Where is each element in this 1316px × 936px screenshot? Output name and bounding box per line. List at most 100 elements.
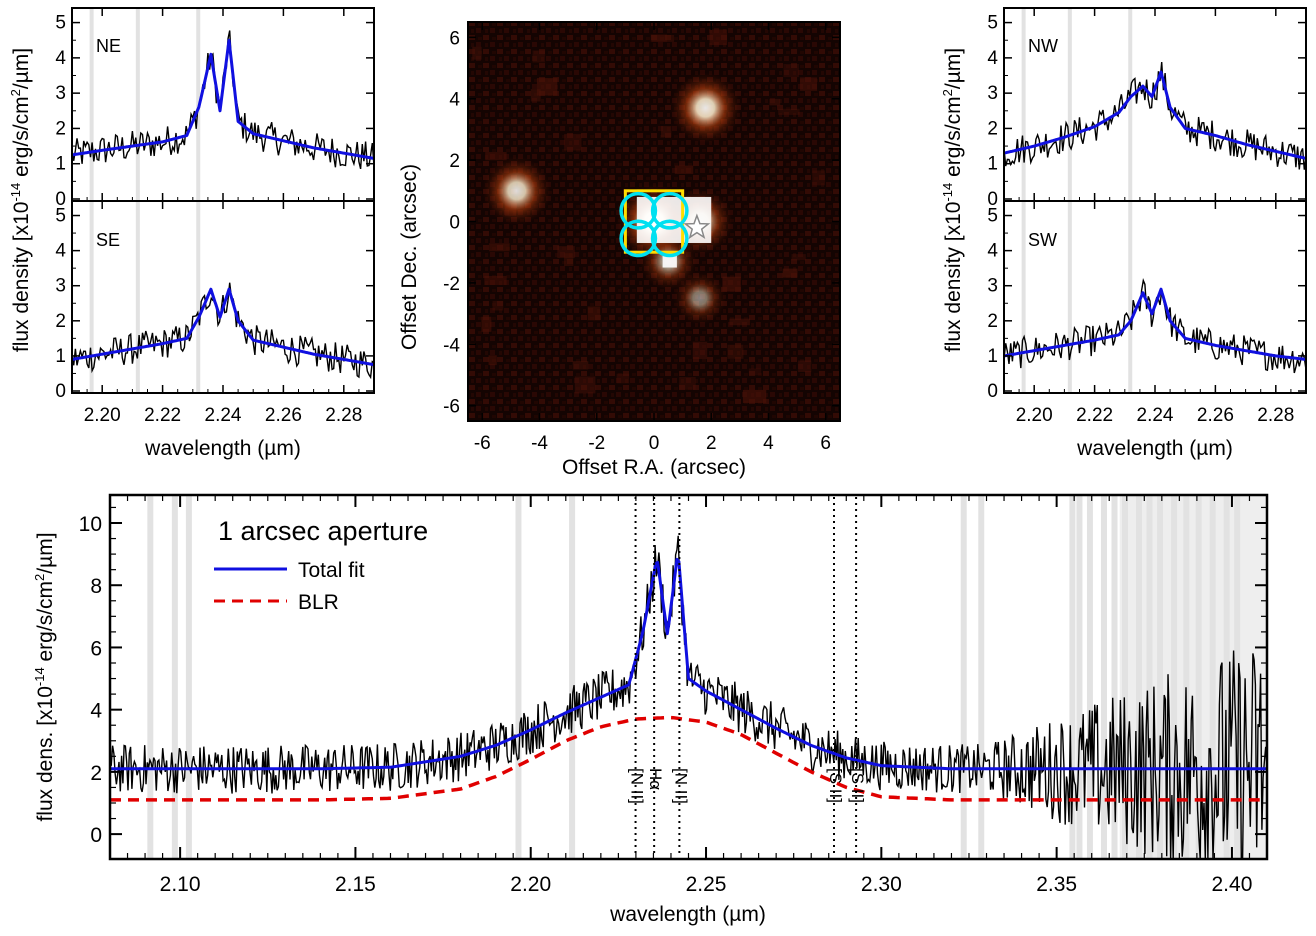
image-ylabel: Offset Dec. (arcsec) xyxy=(398,164,421,350)
se-ytick-label: 1 xyxy=(55,346,66,367)
se-xlabel: wavelength (µm) xyxy=(144,437,301,460)
se-xtick-label: 2.28 xyxy=(325,405,362,426)
image-xtick-label: -4 xyxy=(531,433,548,454)
image-noise-blob xyxy=(481,317,491,332)
panel-ne: NE 0 1 2 3 4 5 xyxy=(55,8,374,210)
nw-ytick-label: 3 xyxy=(987,83,998,104)
main-mask-band xyxy=(961,496,967,858)
image-noise-blob xyxy=(651,34,668,41)
image-ytick-label: 4 xyxy=(449,90,460,111)
image-ytick-label: 0 xyxy=(449,213,460,234)
main-xtick-label: 2.10 xyxy=(160,873,201,896)
main-ytick-label: 6 xyxy=(90,637,102,660)
nw-mask-band xyxy=(1128,9,1132,200)
ne-ytick-label: 3 xyxy=(55,83,66,104)
se-mask-band xyxy=(136,202,140,392)
image-noise-blob xyxy=(800,77,817,90)
main-ytick-label: 8 xyxy=(90,575,102,598)
ne-mask-band xyxy=(90,9,94,200)
image-noise-blob xyxy=(472,47,481,60)
image-noise-blob xyxy=(710,29,727,45)
line-marker-label: [S II] xyxy=(826,768,845,803)
sw-mask-band xyxy=(1068,202,1072,392)
image-panel: -6 -4 -2 0 2 4 6 -6 -4 -2 0 2 4 6 Offset R.A. (arcse… xyxy=(398,22,840,479)
panel-nw: NW 0 1 2 3 4 5 xyxy=(987,8,1306,210)
sw-mask-band xyxy=(1128,202,1132,392)
main-mask-band xyxy=(978,496,984,858)
sw-ytick-label: 0 xyxy=(987,381,998,402)
legend-title: 1 arcsec aperture xyxy=(218,516,428,546)
ne-label: NE xyxy=(96,36,121,56)
main-xticks: 2.10 2.15 2.20 2.25 2.30 2.35 2.40 xyxy=(128,495,1267,896)
image-noise-blob xyxy=(533,50,545,62)
main-mask-band xyxy=(569,496,575,858)
ne-ytick-label: 1 xyxy=(55,154,66,175)
sw-mask-band xyxy=(1022,202,1026,392)
line-marker-label: [N II] xyxy=(628,768,647,804)
image-noise-blob xyxy=(749,368,761,375)
nw-ytick-label: 1 xyxy=(987,154,998,175)
sw-ytick-label: 4 xyxy=(987,241,998,262)
image-noise-blob xyxy=(617,374,630,384)
image-noise-blob xyxy=(661,126,671,137)
se-ytick-label: 2 xyxy=(55,311,66,332)
image-noise-blob xyxy=(564,134,581,151)
image-ytick-label: -4 xyxy=(443,335,460,356)
se-ytick-label: 0 xyxy=(55,381,66,402)
main-mask-band xyxy=(1087,496,1093,858)
main-xtick-label: 2.20 xyxy=(510,873,551,896)
sw-xtick-label: 2.22 xyxy=(1076,405,1113,426)
image-source xyxy=(670,72,742,144)
main-ylabel: flux dens. [x10-14 erg/s/cm2/µm] xyxy=(32,532,57,821)
image-noise-blob xyxy=(575,376,596,393)
main-mask-band xyxy=(147,496,153,858)
main-xlabel: wavelength (µm) xyxy=(609,903,766,926)
image-xtick-label: -6 xyxy=(474,433,491,454)
image-source xyxy=(482,156,551,225)
left-ylabel: flux density [x10-14 erg/s/cm2/µm] xyxy=(8,48,33,352)
nw-mask-band xyxy=(1068,9,1072,200)
nw-ytick-label: 4 xyxy=(987,48,998,69)
image-noise-blob xyxy=(812,170,825,185)
se-xtick-label: 2.20 xyxy=(84,405,121,426)
sw-xtick-label: 2.28 xyxy=(1257,405,1294,426)
sw-xtick-label: 2.24 xyxy=(1137,405,1174,426)
main-xtick-label: 2.35 xyxy=(1036,873,1077,896)
main-mask-band xyxy=(172,496,178,858)
sw-xtick-label: 2.20 xyxy=(1016,405,1053,426)
sw-fit-series xyxy=(1004,289,1306,359)
image-noise-blob xyxy=(798,360,811,372)
se-mask-band xyxy=(196,202,200,392)
image-xtick-label: 6 xyxy=(820,433,831,454)
sw-label: SW xyxy=(1028,230,1057,250)
image-ytick-label: -6 xyxy=(443,397,460,418)
nw-data-series xyxy=(1004,62,1306,170)
se-ytick-label: 5 xyxy=(55,206,66,227)
ne-ytick-label: 2 xyxy=(55,118,66,139)
main-mask-band xyxy=(515,496,521,858)
panel-se: SE 0 1 2 3 4 5 2.20 2.22 2.24 2.26 2.28 wavelengt… xyxy=(55,201,374,460)
ne-ytick-label: 4 xyxy=(55,48,66,69)
image-noise-blob xyxy=(489,355,497,365)
line-marker-label: [N II] xyxy=(671,768,690,804)
main-line-markers: [N II] Hα [N II] [S II] [S II] xyxy=(628,497,868,857)
main-xtick-label: 2.15 xyxy=(335,873,376,896)
sw-xlabel: wavelength (µm) xyxy=(1076,437,1233,460)
legend-total-label: Total fit xyxy=(298,559,365,582)
image-noise-blob xyxy=(693,342,707,359)
line-marker-label: [S II] xyxy=(848,768,867,803)
image-noise-blob xyxy=(489,243,509,251)
image-noise-blob xyxy=(743,390,766,403)
se-xtick-label: 2.24 xyxy=(205,405,242,426)
main-legend: 1 arcsec aperture Total fit BLR xyxy=(214,516,428,614)
main-xtick-label: 2.30 xyxy=(861,873,902,896)
image-xtick-label: 4 xyxy=(763,433,774,454)
ne-mask-band xyxy=(136,9,140,200)
se-label: SE xyxy=(96,230,120,250)
image-noise-blob xyxy=(573,361,589,369)
image-noise-blob xyxy=(778,109,800,115)
nw-label: NW xyxy=(1028,36,1058,56)
nw-ytick-label: 2 xyxy=(987,118,998,139)
panel-sw: SW 0 1 2 3 4 5 2.20 2.22 2.24 2.26 2.28 wavelengt… xyxy=(987,201,1306,460)
